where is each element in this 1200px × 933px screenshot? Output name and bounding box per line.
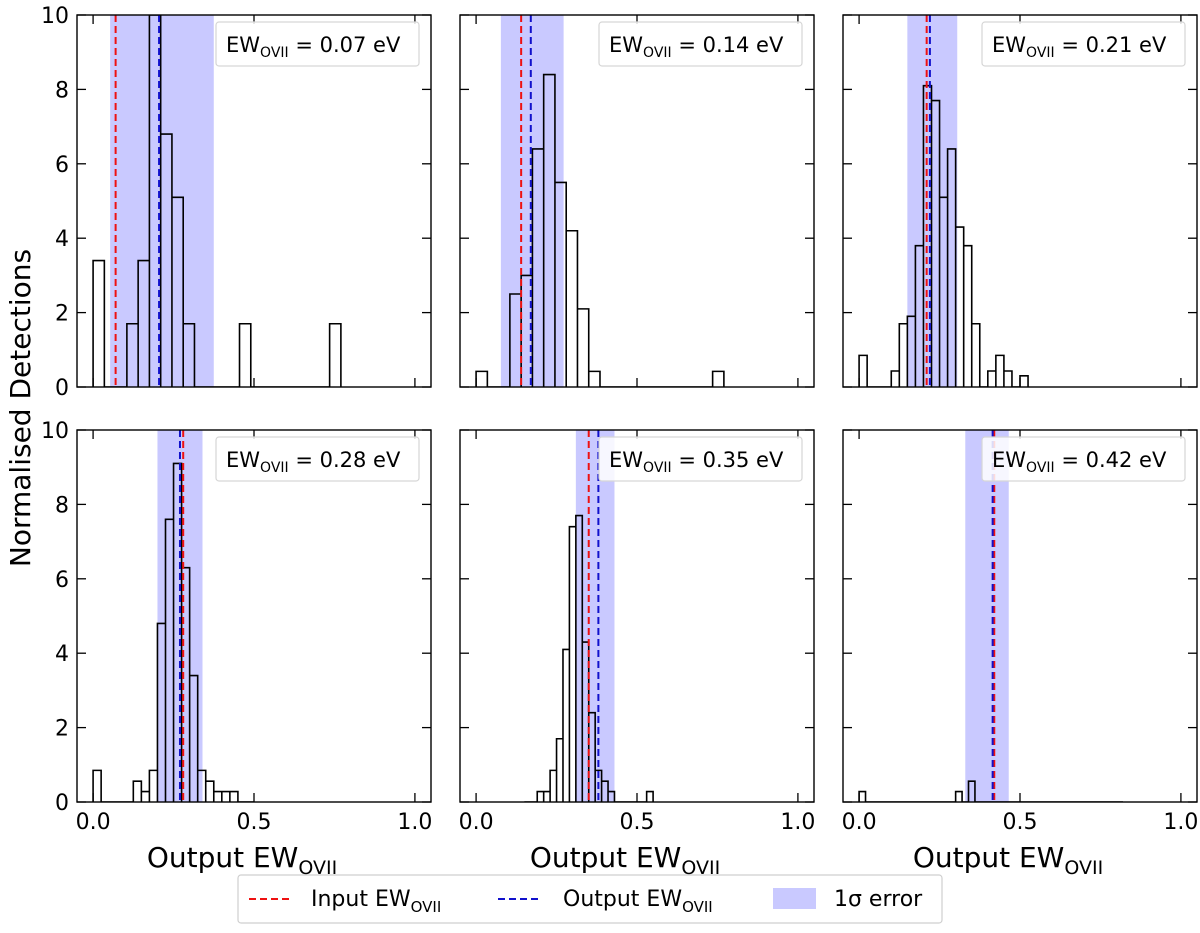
y-tick-label: 0 (55, 791, 69, 816)
x-tick-label: 1.0 (780, 810, 815, 835)
x-axis-label: Output EWOVII (913, 841, 1103, 879)
annotation-text: EWOVII = 0.07 eV (226, 33, 401, 61)
plot-area (92, 15, 342, 387)
histogram (858, 84, 1029, 387)
annotation-text: EWOVII = 0.35 eV (609, 448, 784, 476)
y-tick-label: 0 (55, 376, 69, 401)
plot-area (858, 430, 1123, 802)
y-axis-label: Normalised Detections (4, 249, 37, 567)
annotation-text: EWOVII = 0.14 eV (609, 33, 784, 61)
y-tick-label: 8 (55, 78, 69, 103)
panel-5: 0.0 0.5 1.0 EWOVII = 0.35 eV Output EWOVII (459, 429, 815, 879)
histogram (858, 780, 1123, 802)
y-tick-label: 10 (41, 419, 69, 444)
x-tick-label: 0.0 (459, 810, 494, 835)
panel-1: 0 2 4 6 8 10 EWOVII = 0.07 eV (41, 4, 432, 401)
x-tick-label: 0.5 (620, 810, 655, 835)
plot-area (92, 430, 254, 802)
panel-grid: 0 2 4 6 8 10 EWOVII = 0.07 eV EWOVII = 0.14 eV E… (41, 4, 1198, 879)
axes-frame (459, 429, 815, 803)
legend-input-text: Input EWOVII (311, 887, 441, 916)
x-tick-label: 0.0 (76, 810, 111, 835)
plot-area (475, 15, 725, 387)
axes-frame (842, 429, 1198, 803)
y-tick-label: 8 (55, 493, 69, 518)
plot-area (858, 15, 1029, 387)
panel-4: 0.0 0.5 1.0 0 2 4 6 8 10 EWOVII = 0.28 eV Output E… (41, 419, 432, 879)
axes-frame (76, 429, 432, 803)
panel-6: 0.0 0.5 1.0 EWOVII = 0.42 eV Output EWOVII (842, 429, 1198, 879)
x-axis-label: Output EWOVII (530, 841, 720, 879)
y-tick-label: 2 (55, 302, 69, 327)
panel-2: EWOVII = 0.14 eV (459, 14, 815, 388)
annotation-text: EWOVII = 0.28 eV (226, 448, 401, 476)
histogram (92, 462, 254, 802)
histogram (92, 15, 342, 387)
histogram (524, 514, 654, 802)
legend: Input EWOVII Output EWOVII 1σ error (237, 874, 943, 924)
y-tick-label: 4 (55, 227, 69, 252)
annotation-box (598, 21, 803, 67)
x-tick-label: 1.0 (1163, 810, 1198, 835)
annotation-text: EWOVII = 0.21 eV (992, 33, 1167, 61)
x-tick-label: 0.0 (842, 810, 877, 835)
y-tick-label: 10 (41, 4, 69, 29)
y-tick-label: 2 (55, 717, 69, 742)
axes-frame (842, 14, 1198, 388)
annotation-text: EWOVII = 0.42 eV (992, 448, 1167, 476)
error-band (110, 15, 214, 387)
x-tick-label: 1.0 (397, 810, 432, 835)
y-tick-label: 6 (55, 153, 69, 178)
annotation-box (215, 21, 420, 67)
annotation-box (598, 436, 803, 482)
legend-output-text: Output EWOVII (563, 887, 713, 916)
panel-3: EWOVII = 0.21 eV (842, 14, 1198, 388)
annotation-box (981, 21, 1186, 67)
annotation-box (981, 436, 1186, 482)
plot-area (524, 430, 654, 802)
error-band (965, 430, 1009, 802)
legend-error-text: 1σ error (834, 887, 923, 912)
legend-frame (237, 874, 943, 924)
x-tick-label: 0.5 (1003, 810, 1038, 835)
y-tick-label: 6 (55, 568, 69, 593)
y-tick-label: 4 (55, 642, 69, 667)
annotation-box (215, 436, 420, 482)
x-tick-label: 0.5 (237, 810, 272, 835)
legend-error-swatch (773, 888, 816, 909)
x-axis-label: Output EWOVII (147, 841, 337, 879)
